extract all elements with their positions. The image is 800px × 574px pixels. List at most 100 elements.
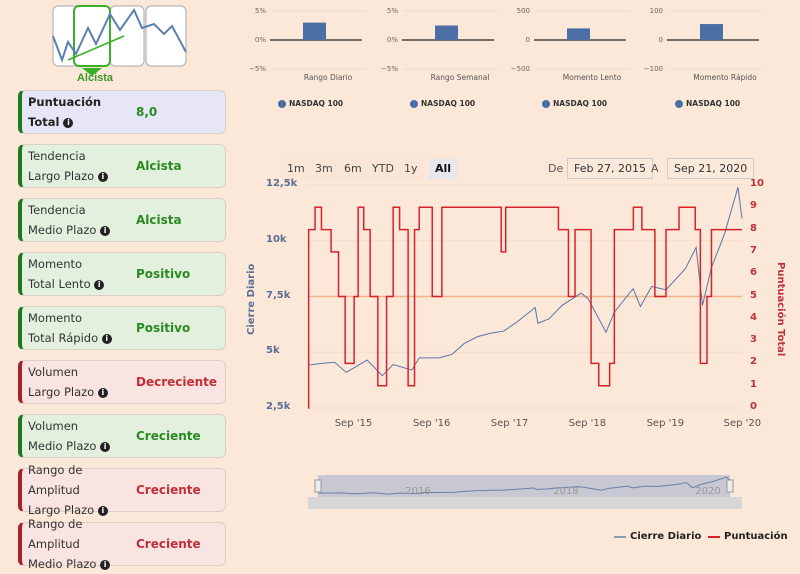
indicator-label: Volumen Largo Plazo i [28,362,136,402]
indicator-label: Momento Total Rápido i [28,308,136,348]
indicator-card: Tendencia Medio Plazo i Alcista [18,198,226,242]
y-right-tick: 8 [750,222,757,234]
indicator-value: Creciente [136,483,201,497]
info-icon[interactable]: i [97,505,108,516]
indicator-card: Momento Total Lento i Positivo [18,252,226,296]
tick-label: 5% [254,7,266,15]
label-line1: Tendencia [28,149,86,163]
y-left-tick: 7,5k [266,289,291,301]
bar-category: Momento Rápido [693,73,757,82]
indicator-label: Tendencia Largo Plazo i [28,146,136,186]
navigator-scrollbar [308,497,742,509]
x-tick: Sep '19 [646,418,685,429]
range-button-all[interactable]: All [429,159,458,179]
legend-line-icon [708,535,720,538]
navigator-tick: 2016 [405,486,431,497]
tick-label: −5% [249,65,266,73]
bar[interactable] [303,22,326,40]
legend-label: NASDAQ 100 [289,99,344,108]
bar[interactable] [567,28,590,40]
mini-bar-chart: 5% 0% −5% Rango Semanal NASDAQ 100 [380,0,520,115]
range-button-1y[interactable]: 1y [398,159,424,179]
navigator-handle-left[interactable] [314,479,322,493]
x-tick: Sep '20 [723,418,762,429]
tick-label: 0 [525,36,530,44]
y-right-tick: 4 [750,311,757,323]
indicator-value: Creciente [136,537,201,551]
indicator-card: Momento Total Rápido i Positivo [18,306,226,350]
tick-label: 500 [516,7,530,15]
x-tick: Sep '18 [568,418,607,429]
legend-line-icon [614,535,626,538]
info-icon[interactable]: i [63,117,74,128]
indicator-value: Positivo [136,267,191,281]
indicator-label: Momento Total Lento i [28,254,136,294]
indicator-value: Alcista [136,159,182,173]
range-button-1m[interactable]: 1m [281,159,311,179]
mini-bar-chart: 100 0 −100 Momento Rápido NASDAQ 100 [643,0,785,115]
label-line2: Largo Plazo [28,169,95,183]
indicator-value: Alcista [136,213,182,227]
to-label: A [651,162,659,175]
bar[interactable] [700,24,723,40]
y-right-label: Puntuación Total [775,262,786,357]
indicator-card: Volumen Medio Plazo i Creciente [18,414,226,458]
indicator-label: Volumen Medio Plazo i [28,416,136,456]
info-icon[interactable]: i [94,279,105,290]
y-right-tick: 1 [750,378,757,390]
bar-category: Rango Diario [303,73,353,82]
logo-label: Alcista [76,72,114,84]
to-date-input[interactable]: Sep 21, 2020 [667,158,755,179]
info-icon[interactable]: i [100,559,111,570]
label-line1: Tendencia [28,203,86,217]
navigator-tick: 2018 [553,486,579,497]
legend-item[interactable]: NASDAQ 100 [410,99,475,108]
indicator-label: Puntuación Total i [28,92,136,132]
tick-label: −100 [643,65,663,73]
info-icon[interactable]: i [101,333,112,344]
from-date-input[interactable]: Feb 27, 2015 [567,158,653,179]
label-line2: Total Lento [28,277,91,291]
label-line1: Volumen [28,419,79,433]
indicator-card: Volumen Largo Plazo i Decreciente [18,360,226,404]
info-icon[interactable]: i [100,225,111,236]
legend-label: NASDAQ 100 [553,99,608,108]
navigator-handle-right[interactable] [726,479,734,493]
navigator-tick: 2020 [695,486,721,497]
indicator-value: Creciente [136,429,201,443]
legend-item-cierre[interactable]: Cierre Diario [614,531,701,542]
legend-label: NASDAQ 100 [421,99,476,108]
info-icon[interactable]: i [97,171,108,182]
label-line1: Volumen [28,365,79,379]
bar-category: Momento Lento [562,73,622,82]
y-right-tick: 2 [750,356,757,368]
bar[interactable] [435,25,458,41]
info-icon[interactable]: i [100,441,111,452]
legend-item[interactable]: NASDAQ 100 [278,99,343,108]
from-label: De [548,162,564,175]
info-icon[interactable]: i [97,387,108,398]
indicator-card: Tendencia Largo Plazo i Alcista [18,144,226,188]
range-button-3m[interactable]: 3m [309,159,339,179]
x-tick: Sep '15 [334,418,373,429]
y-right-tick: 5 [750,289,757,301]
indicator-label: Rango de Amplitud Medio Plazo i [28,514,136,574]
y-left-tick: 12,5k [266,178,298,189]
legend-item[interactable]: NASDAQ 100 [542,99,607,108]
legend-item[interactable]: NASDAQ 100 [675,99,740,108]
indicator-card: Puntuación Total i 8,0 [18,90,226,134]
label-line2: Medio Plazo [28,439,97,453]
range-button-ytd[interactable]: YTD [366,159,400,179]
series-line-cierre [308,187,743,377]
navigator-series [318,476,731,495]
series-dot-icon [278,99,286,108]
mini-bar-chart: 5% 0% −5% Rango Diario NASDAQ 100 [248,0,388,115]
x-tick: Sep '16 [412,418,451,429]
indicator-card: Rango de Amplitud Largo Plazo i Creciente [18,463,226,517]
range-button-6m[interactable]: 6m [338,159,368,179]
legend-item-puntuacion[interactable]: Puntuación [708,531,788,542]
y-right-tick: 6 [750,267,757,279]
legend-label: Puntuación [724,531,788,542]
label-line2: Medio Plazo [28,223,97,237]
